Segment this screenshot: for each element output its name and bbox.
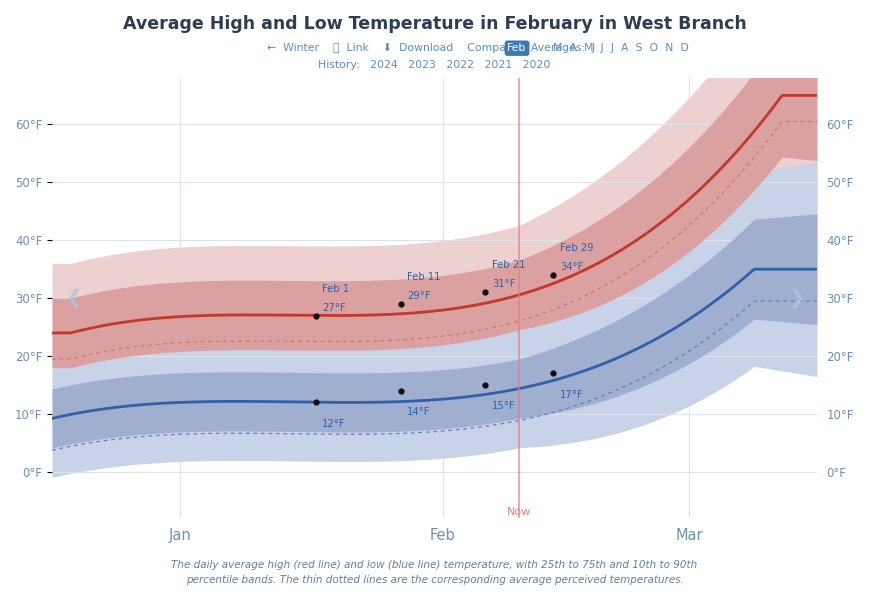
- Text: 14°F: 14°F: [408, 407, 431, 417]
- Text: Feb 21: Feb 21: [492, 260, 526, 271]
- Text: ←  Winter    🔗  Link    ⬇  Download    Compare    Averages:  J: ← Winter 🔗 Link ⬇ Download Compare Avera…: [267, 43, 602, 53]
- Text: 15°F: 15°F: [492, 401, 516, 411]
- Text: Now: Now: [507, 506, 532, 517]
- Text: Average High and Low Temperature in February in West Branch: Average High and Low Temperature in Febr…: [123, 15, 746, 33]
- Text: 12°F: 12°F: [322, 419, 346, 428]
- Text: 34°F: 34°F: [561, 262, 584, 272]
- Text: Feb 1: Feb 1: [322, 284, 349, 293]
- Text: 29°F: 29°F: [408, 291, 431, 301]
- Text: Feb 29: Feb 29: [561, 243, 594, 253]
- Text: 17°F: 17°F: [561, 389, 584, 400]
- Text: 31°F: 31°F: [492, 280, 516, 289]
- Text: ❮: ❮: [65, 289, 81, 308]
- Text: Feb 11: Feb 11: [408, 272, 441, 282]
- Text: 27°F: 27°F: [322, 302, 346, 313]
- Text: ❯: ❯: [788, 289, 804, 308]
- Text: M  A  M  J  J  A  S  O  N  D: M A M J J A S O N D: [546, 43, 688, 53]
- Text: History:   2024   2023   2022   2021   2020: History: 2024 2023 2022 2021 2020: [318, 60, 551, 70]
- Text: The daily average high (red line) and low (blue line) temperature, with 25th to : The daily average high (red line) and lo…: [171, 560, 698, 585]
- Text: Feb: Feb: [507, 43, 527, 53]
